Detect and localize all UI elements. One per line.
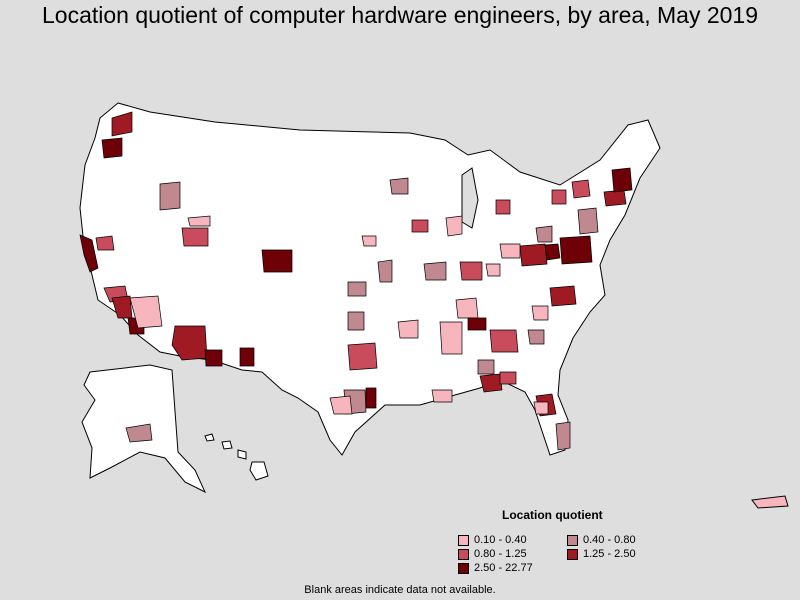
legend-item-1: 0.40 - 0.80	[567, 534, 636, 546]
legend-swatch	[458, 534, 469, 546]
legend-swatch	[567, 548, 578, 560]
legend-swatch	[567, 534, 578, 546]
legend-label: 2.50 - 22.77	[474, 562, 533, 574]
legend-item-3: 1.25 - 2.50	[567, 548, 636, 560]
legend-label: 0.40 - 0.80	[583, 534, 636, 546]
legend-item-4: 2.50 - 22.77	[458, 562, 533, 574]
legend-title: Location quotient	[502, 508, 603, 522]
legend-label: 1.25 - 2.50	[583, 548, 636, 560]
legend-label: 0.10 - 0.40	[474, 534, 527, 546]
highlighted-areas	[79, 111, 633, 451]
puerto-rico-shape	[751, 495, 789, 509]
legend-item-2: 0.80 - 1.25	[458, 548, 527, 560]
map-title: Location quotient of computer hardware e…	[42, 2, 758, 28]
legend-swatch	[458, 562, 469, 574]
hawaii-shape	[204, 433, 269, 481]
legend-label: 0.80 - 1.25	[474, 548, 527, 560]
lake-michigan	[461, 167, 479, 229]
legend-item-0: 0.10 - 0.40	[458, 534, 527, 546]
footnote: Blank areas indicate data not available.	[304, 584, 496, 596]
legend-swatch	[458, 548, 469, 560]
